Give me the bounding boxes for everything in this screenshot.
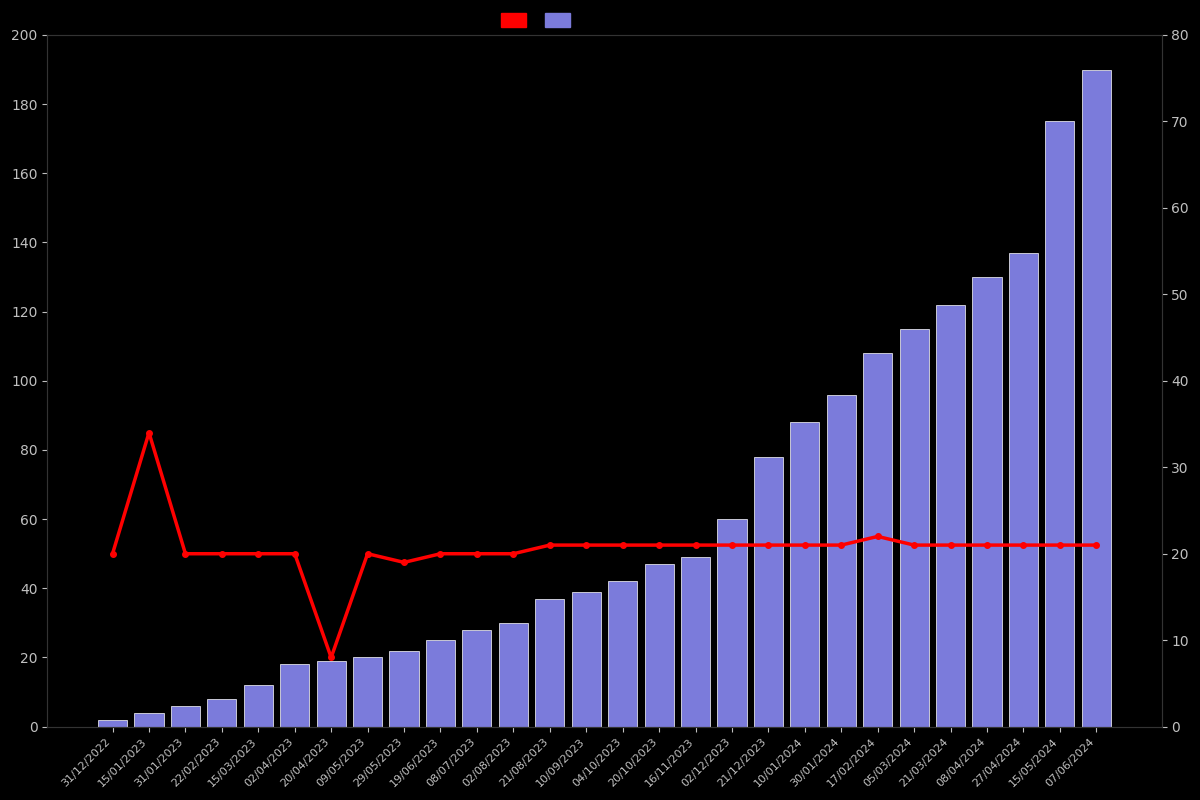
Bar	[900, 329, 929, 726]
Bar	[134, 713, 163, 726]
Bar	[244, 685, 272, 726]
Bar	[863, 353, 893, 726]
Legend: , : ,	[496, 7, 580, 34]
Bar	[1009, 253, 1038, 726]
Bar	[827, 394, 856, 726]
Bar	[936, 305, 965, 726]
Bar	[353, 658, 382, 726]
Bar	[718, 519, 746, 726]
Bar	[426, 640, 455, 726]
Bar	[754, 457, 782, 726]
Bar	[571, 592, 601, 726]
Bar	[535, 598, 564, 726]
Bar	[98, 720, 127, 726]
Bar	[170, 706, 200, 726]
Bar	[280, 665, 310, 726]
Bar	[1045, 122, 1074, 726]
Bar	[208, 699, 236, 726]
Bar	[462, 630, 492, 726]
Bar	[390, 650, 419, 726]
Bar	[680, 557, 710, 726]
Bar	[317, 661, 346, 726]
Bar	[644, 564, 673, 726]
Bar	[972, 277, 1002, 726]
Bar	[499, 623, 528, 726]
Bar	[1081, 70, 1111, 726]
Bar	[791, 422, 820, 726]
Bar	[608, 582, 637, 726]
